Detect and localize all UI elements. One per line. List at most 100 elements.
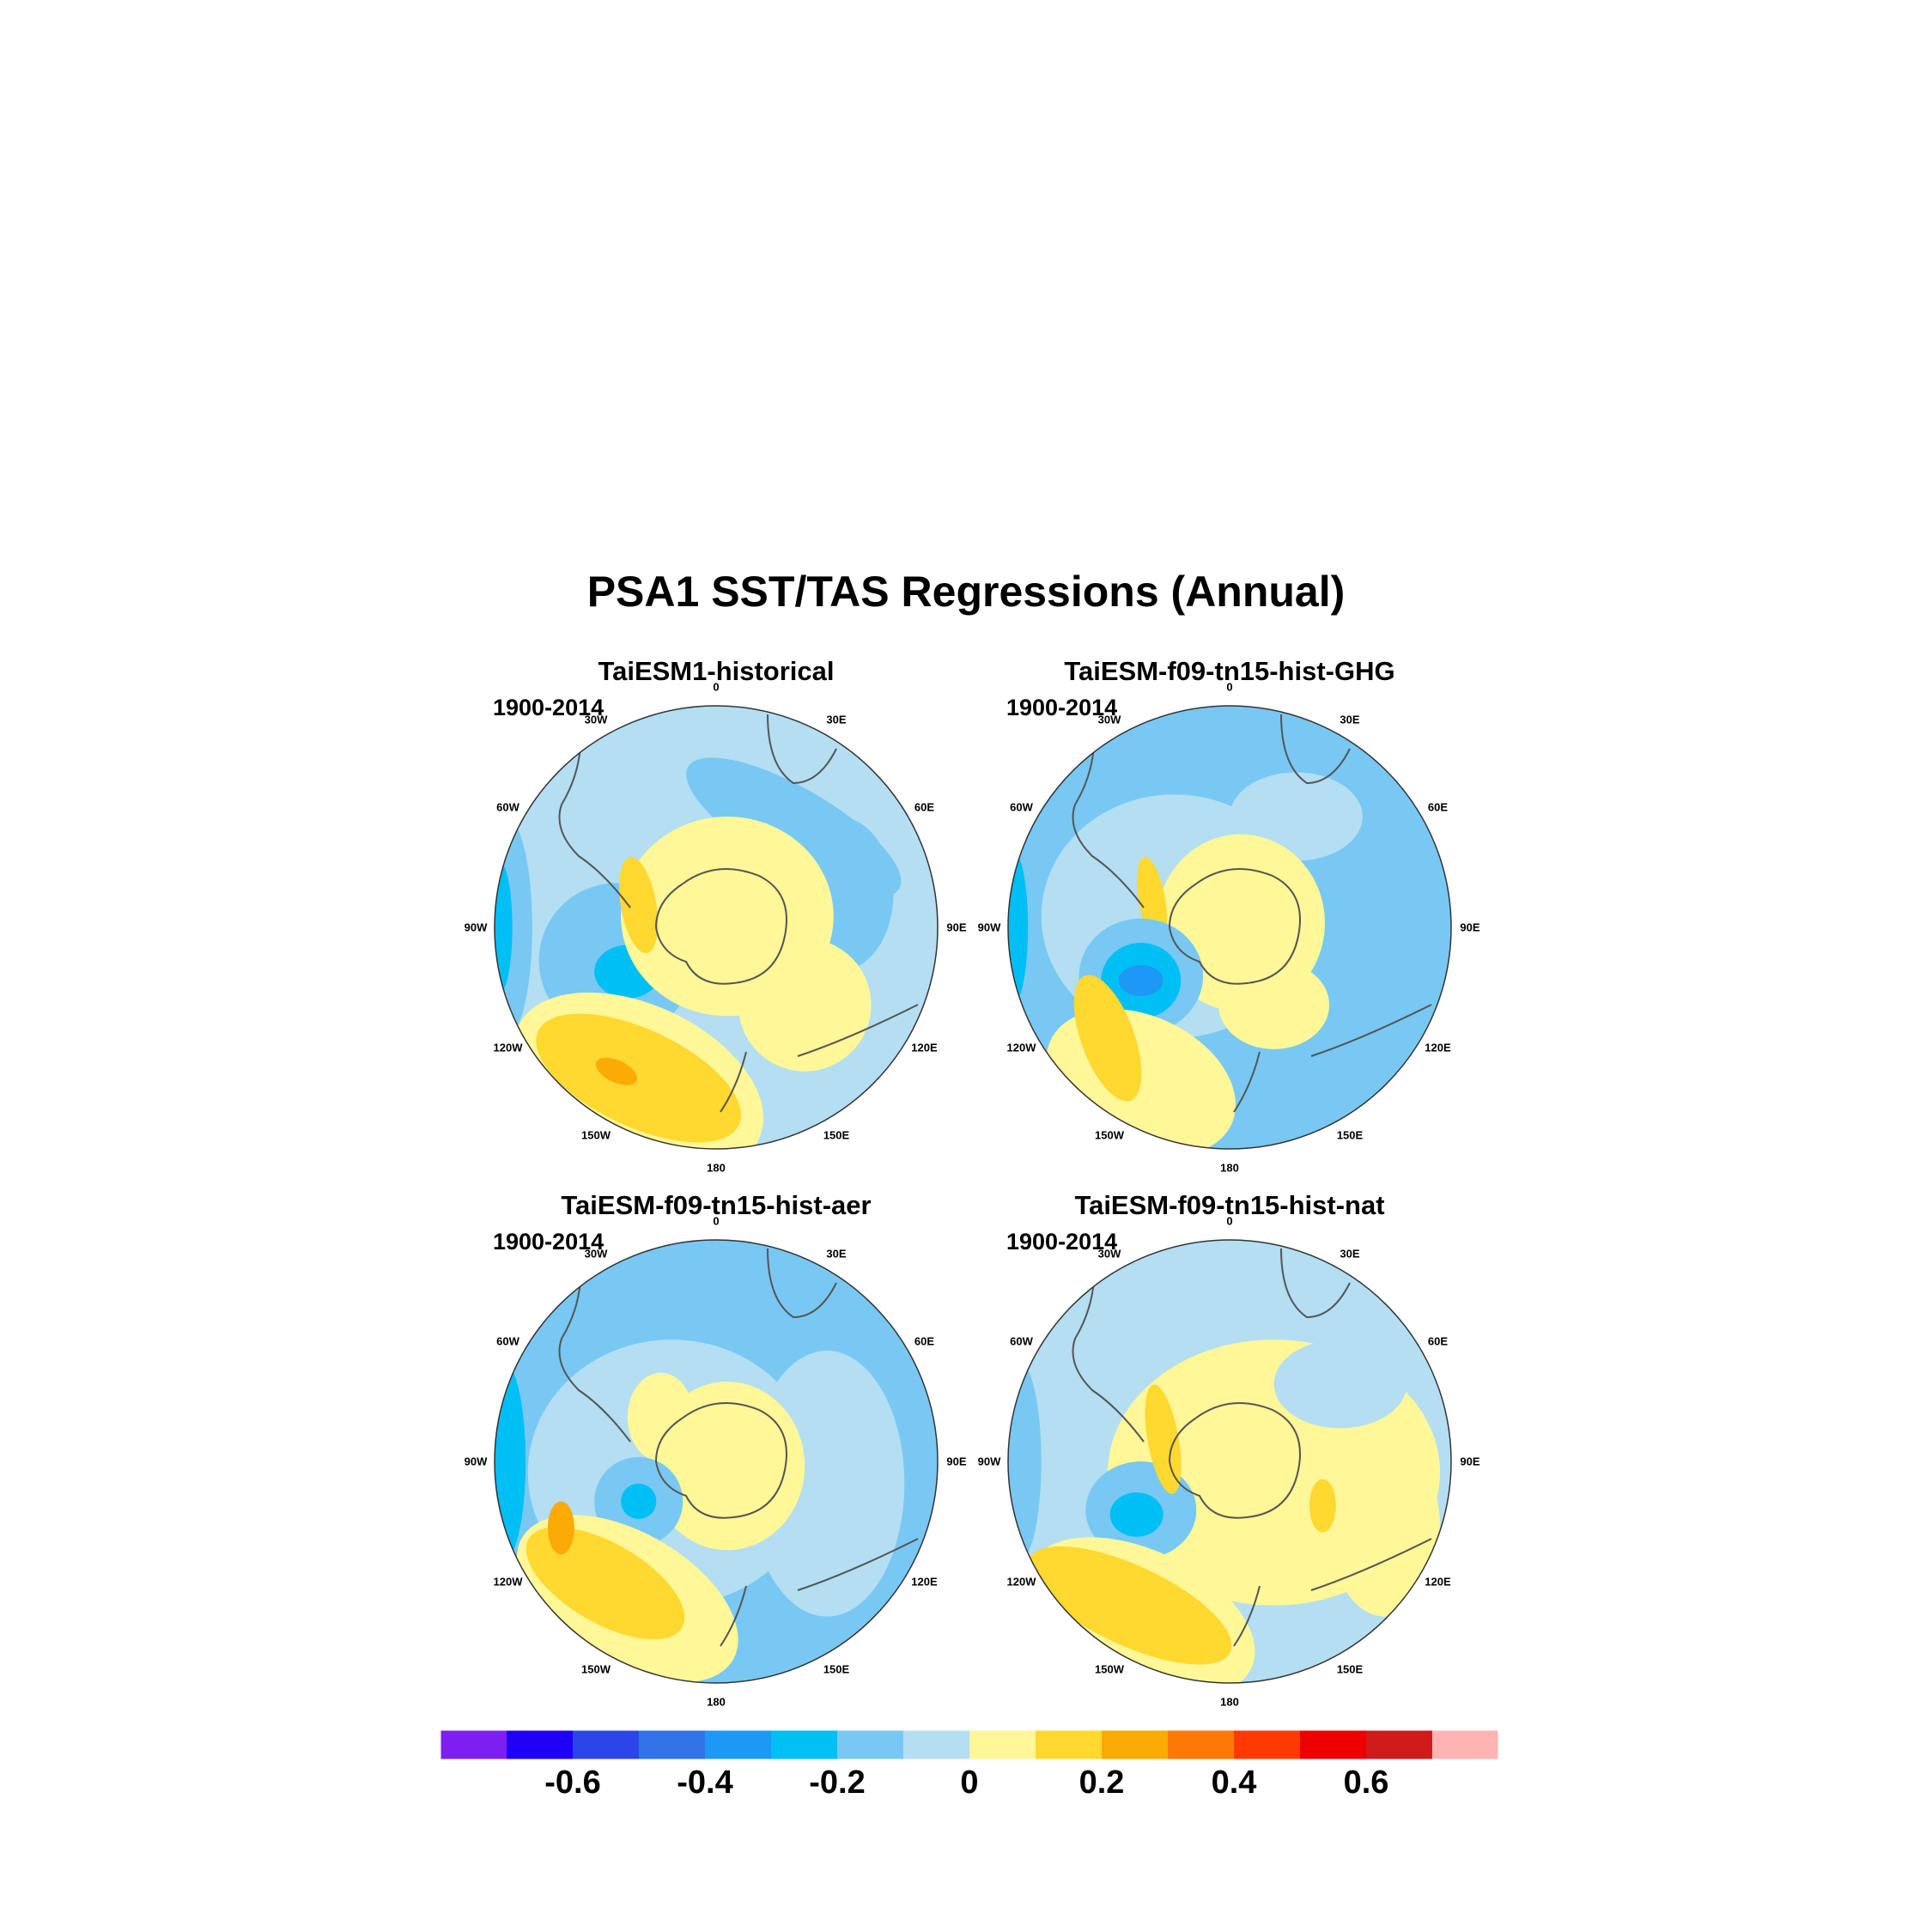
contour-region (595, 1057, 637, 1085)
colorbar-tick-label: -0.4 (677, 1765, 733, 1801)
contour-region (526, 1527, 685, 1640)
colorbar-box (1366, 1730, 1432, 1759)
colorbar-box (1168, 1730, 1234, 1759)
longitude-label: 30E (826, 1247, 847, 1260)
colorbar-box (639, 1730, 705, 1759)
longitude-label: 150E (1336, 1128, 1364, 1142)
longitude-label: 60W (496, 800, 519, 814)
longitude-label: 150W (581, 1128, 611, 1142)
longitude-label: 60W (1010, 800, 1033, 814)
contour-region (1073, 975, 1142, 1102)
contour-region (1119, 964, 1163, 996)
antarctica-coastline (1168, 1402, 1301, 1519)
contour-region (1329, 1439, 1441, 1617)
contour-region (495, 1361, 526, 1562)
panel-period: 1900-2014 (493, 1229, 605, 1255)
contour-region (1145, 1384, 1182, 1494)
australia-coastline (1310, 1004, 1432, 1057)
map-border (494, 1239, 939, 1684)
contour-region (547, 1501, 574, 1555)
south-america-coastline (558, 1243, 631, 1443)
longitude-label: 30W (1097, 1247, 1121, 1260)
longitude-label: 0 (1226, 680, 1233, 694)
longitude-label: 0 (713, 680, 720, 694)
longitude-label: 150W (1095, 1128, 1124, 1142)
longitude-label: 120E (1425, 1575, 1451, 1589)
colorbar-box (573, 1730, 639, 1759)
longitude-label: 120W (1006, 1575, 1036, 1589)
panel-period: 1900-2014 (1006, 695, 1118, 720)
panel-title: TaiESM1-historical (598, 656, 835, 686)
colorbar-box (1432, 1730, 1498, 1759)
colorbar-box (1102, 1730, 1168, 1759)
contour-region (619, 857, 659, 954)
contour-region (495, 860, 513, 994)
polar-map (1007, 705, 1452, 1150)
longitude-label: 90E (1460, 920, 1480, 934)
colorbar-tick-label: -0.2 (809, 1765, 866, 1801)
longitude-label: 120W (493, 1041, 523, 1054)
australia-coastline (797, 1004, 919, 1057)
longitude-label: 90E (1460, 1455, 1480, 1468)
panel-title: TaiESM-f09-tn15-hist-GHG (1064, 656, 1395, 686)
contour-region (738, 938, 872, 1072)
colorbar-box (440, 1730, 507, 1759)
contour-region (536, 1013, 742, 1143)
colorbar-box (705, 1730, 771, 1759)
longitude-label: 30E (826, 713, 847, 726)
polar-map (1007, 1239, 1452, 1684)
longitude-label: 60E (1427, 1334, 1449, 1348)
longitude-label: 0 (1226, 1214, 1233, 1228)
longitude-label: 90W (464, 1455, 488, 1468)
longitude-label: 90W (464, 920, 488, 934)
longitude-label: 30E (1340, 713, 1360, 726)
colorbar-box (903, 1730, 969, 1759)
contour-region (495, 1399, 500, 1436)
longitude-label: 60E (914, 800, 935, 814)
longitude-label: 60W (1010, 1334, 1033, 1348)
longitude-label: 90E (946, 1455, 967, 1468)
longitude-label: 30E (1340, 1247, 1360, 1260)
polar-map (494, 1239, 939, 1684)
africa-coastline (767, 1248, 837, 1319)
longitude-label: 60E (914, 1334, 935, 1348)
new-zealand-coastline (1233, 1585, 1261, 1647)
colorbar-tick-label: 0.6 (1343, 1765, 1389, 1801)
antarctica-coastline (654, 868, 787, 985)
colorbar-tick-label: 0 (960, 1765, 979, 1801)
longitude-label: 60W (496, 1334, 519, 1348)
colorbar-tick-label: 0.4 (1211, 1765, 1257, 1801)
contour-region (621, 1483, 657, 1520)
panel-title: TaiESM-f09-tn15-hist-aer (561, 1190, 872, 1220)
panel-period: 1900-2014 (493, 695, 605, 720)
south-america-coastline (1072, 1243, 1145, 1443)
longitude-label: 90E (946, 920, 967, 934)
colorbar-box (837, 1730, 903, 1759)
panel-title: TaiESM-f09-tn15-hist-nat (1074, 1190, 1385, 1220)
longitude-label: 180 (1220, 1161, 1239, 1175)
africa-coastline (1280, 714, 1351, 785)
map-border (1007, 1239, 1452, 1684)
colorbar-box (1036, 1730, 1102, 1759)
australia-coastline (1310, 1538, 1432, 1591)
new-zealand-coastline (720, 1585, 747, 1647)
colorbar-tick-label: 0.2 (1078, 1765, 1125, 1801)
longitude-label: 90W (977, 1455, 1001, 1468)
longitude-label: 150E (823, 1128, 850, 1142)
longitude-label: 120E (911, 1575, 938, 1589)
longitude-label: 150E (1336, 1662, 1364, 1676)
contour-region (627, 1372, 695, 1461)
contour-region (1109, 1492, 1163, 1537)
antarctica-coastline (1168, 868, 1301, 985)
map-border (494, 705, 939, 1150)
south-america-coastline (558, 709, 631, 908)
colorbar-box (969, 1730, 1036, 1759)
map-border (1007, 705, 1452, 1150)
longitude-label: 120E (1425, 1041, 1451, 1054)
contour-region (1008, 1361, 1042, 1562)
contour-region (1028, 1546, 1232, 1665)
longitude-label: 30W (584, 713, 608, 726)
contour-region (1309, 1479, 1336, 1533)
figure-title: PSA1 SST/TAS Regressions (Annual) (586, 568, 1346, 616)
africa-coastline (767, 714, 837, 785)
